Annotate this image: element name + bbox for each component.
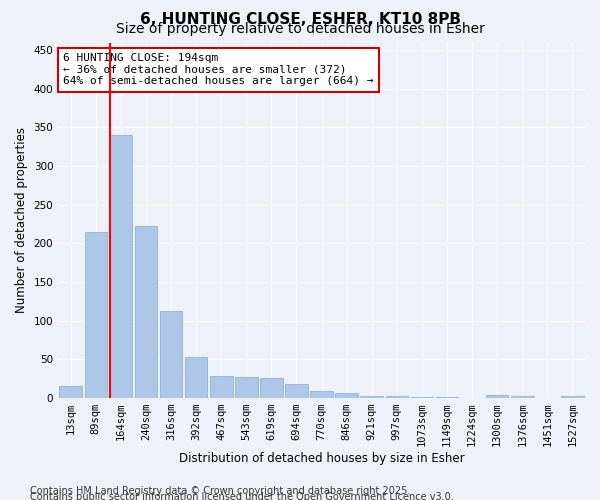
Text: Contains HM Land Registry data © Crown copyright and database right 2025.: Contains HM Land Registry data © Crown c…: [30, 486, 410, 496]
Bar: [486, 394, 508, 398]
Bar: [85, 232, 107, 398]
Bar: [134, 226, 157, 398]
Bar: [561, 396, 584, 398]
Bar: [110, 135, 132, 398]
Bar: [436, 397, 458, 398]
Bar: [335, 393, 358, 398]
Bar: [185, 357, 208, 398]
Text: 6, HUNTING CLOSE, ESHER, KT10 8PB: 6, HUNTING CLOSE, ESHER, KT10 8PB: [139, 12, 461, 28]
Bar: [59, 386, 82, 398]
Bar: [511, 396, 533, 398]
Bar: [410, 397, 433, 398]
Text: Contains public sector information licensed under the Open Government Licence v3: Contains public sector information licen…: [30, 492, 454, 500]
Bar: [285, 384, 308, 398]
Text: 6 HUNTING CLOSE: 194sqm
← 36% of detached houses are smaller (372)
64% of semi-d: 6 HUNTING CLOSE: 194sqm ← 36% of detache…: [64, 53, 374, 86]
X-axis label: Distribution of detached houses by size in Esher: Distribution of detached houses by size …: [179, 452, 464, 465]
Bar: [210, 376, 233, 398]
Bar: [310, 391, 333, 398]
Bar: [361, 396, 383, 398]
Bar: [160, 312, 182, 398]
Text: Size of property relative to detached houses in Esher: Size of property relative to detached ho…: [116, 22, 484, 36]
Bar: [386, 396, 408, 398]
Bar: [235, 377, 257, 398]
Y-axis label: Number of detached properties: Number of detached properties: [15, 127, 28, 313]
Bar: [260, 378, 283, 398]
